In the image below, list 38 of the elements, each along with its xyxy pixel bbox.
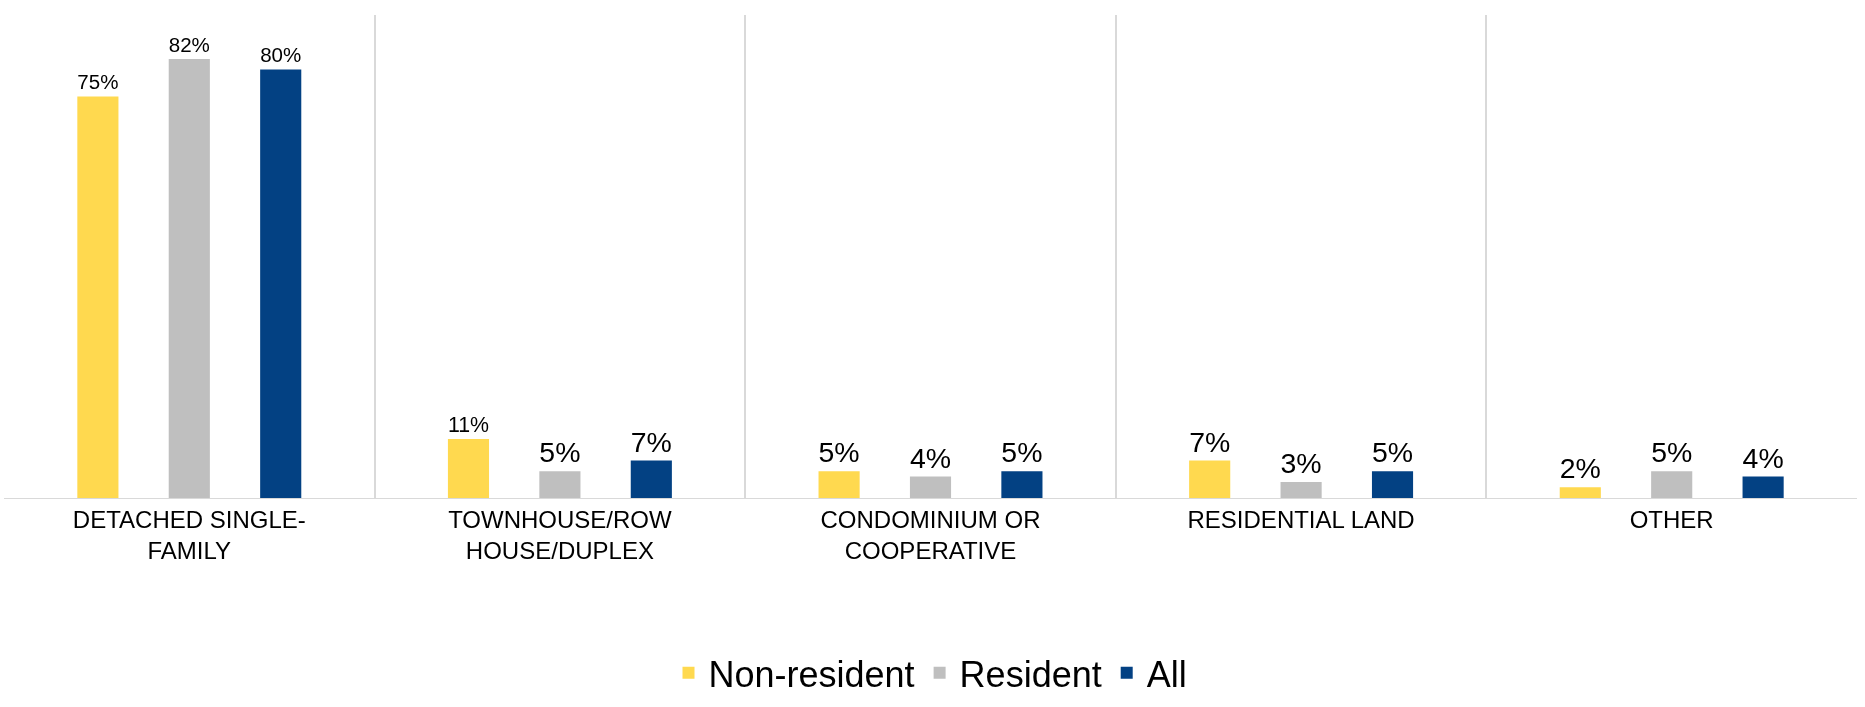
- bar: [1280, 481, 1322, 498]
- bar: [1651, 471, 1693, 498]
- data-label: 11%: [447, 412, 490, 437]
- data-label: 5%: [1371, 436, 1414, 469]
- data-label: 5%: [539, 436, 581, 469]
- bar: [909, 476, 952, 498]
- legend-label: Non-resident: [708, 653, 915, 695]
- x-tick-label: RESIDENTIAL LAND: [1187, 505, 1415, 533]
- bar: [447, 439, 490, 498]
- data-label: 3%: [1280, 447, 1322, 480]
- bar: [630, 460, 672, 498]
- legend-label: Resident: [959, 653, 1102, 695]
- bar: [77, 96, 119, 498]
- data-label: 4%: [1742, 441, 1784, 474]
- data-label: 80%: [260, 43, 302, 67]
- data-label: 2%: [1559, 452, 1601, 485]
- data-label: 4%: [909, 441, 952, 474]
- data-label: 5%: [1001, 436, 1043, 469]
- x-tick-label: CONDOMINIUM OR COOPERATIVE: [820, 505, 1041, 564]
- bar: [1189, 460, 1231, 498]
- bar: [168, 58, 210, 498]
- data-label: 5%: [1651, 436, 1693, 469]
- bar: [1559, 487, 1601, 498]
- data-label: 7%: [1189, 425, 1231, 458]
- legend-label: All: [1146, 653, 1187, 695]
- data-label: 5%: [818, 436, 860, 469]
- data-label: 75%: [77, 70, 119, 94]
- x-tick-label: DETACHED SINGLE-FAMILY: [72, 505, 306, 564]
- x-tick-label: OTHER: [1629, 505, 1714, 533]
- data-label: 82%: [168, 32, 210, 56]
- bar: [260, 69, 302, 498]
- x-tick-label: TOWNHOUSE/ROW HOUSE/DUPLEX: [448, 505, 673, 564]
- bar: [1001, 471, 1043, 498]
- bar: [1371, 471, 1414, 498]
- bar: [539, 471, 581, 498]
- bar: [818, 471, 860, 498]
- bar: [1742, 476, 1784, 498]
- data-label: 7%: [630, 425, 672, 458]
